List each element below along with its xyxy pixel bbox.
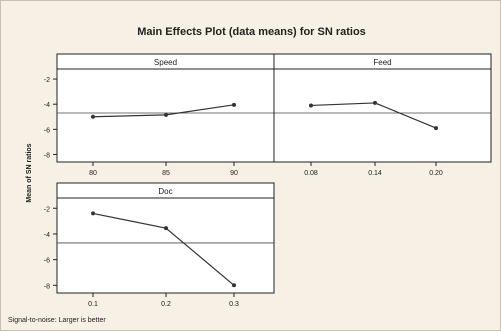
data-point <box>91 211 95 216</box>
y-tick-label: -6 <box>44 258 50 265</box>
y-tick-label: -2 <box>44 206 50 213</box>
x-tick-label: 90 <box>230 170 238 177</box>
panel-speed <box>56 53 275 163</box>
data-point <box>373 100 377 105</box>
panel-strip-label: Doc <box>158 187 172 196</box>
data-point <box>232 283 236 288</box>
chart-title: Main Effects Plot (data means) for SN ra… <box>137 26 366 38</box>
panel-doc <box>56 182 275 294</box>
y-tick-label: -4 <box>44 102 50 109</box>
y-axis-label: Mean of SN ratios <box>26 143 33 202</box>
x-tick-label: 0.20 <box>429 170 443 177</box>
data-point <box>164 226 168 231</box>
y-tick-label: -4 <box>44 232 50 239</box>
x-tick-label: 0.08 <box>304 170 318 177</box>
data-point <box>309 103 313 108</box>
data-point <box>232 102 236 107</box>
x-tick-label: 0.2 <box>161 301 171 308</box>
x-tick-label: 85 <box>162 170 170 177</box>
data-point <box>164 112 168 117</box>
data-point <box>91 114 95 119</box>
x-tick-label: 0.1 <box>88 301 98 308</box>
y-tick-label: -2 <box>44 77 50 84</box>
panel-strip-label: Speed <box>154 58 177 67</box>
panel-feed <box>273 53 492 163</box>
y-tick-label: -8 <box>44 283 50 290</box>
panel-strip-label: Feed <box>373 58 391 67</box>
x-tick-label: 0.14 <box>368 170 382 177</box>
y-tick-label: -6 <box>44 127 50 134</box>
y-tick-label: -8 <box>44 152 50 159</box>
x-tick-label: 0.3 <box>229 301 239 308</box>
x-tick-label: 80 <box>89 170 97 177</box>
data-point <box>434 126 438 131</box>
chart-footnote: Signal-to-noise: Larger is better <box>8 317 106 324</box>
